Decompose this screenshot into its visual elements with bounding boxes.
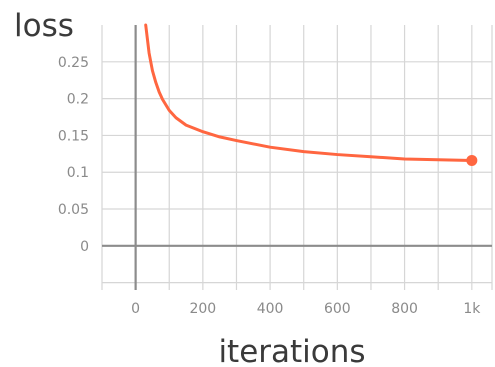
y-tick-label: 0.15 [58, 128, 89, 144]
x-tick-label: 200 [189, 301, 216, 317]
tick-labels: 0 0.05 0.1 0.15 0.2 0.25 0 200 400 600 800 1k [58, 55, 481, 317]
x-axis-title: iterations [218, 334, 365, 367]
x-tick-label: 1k [463, 301, 481, 317]
x-tick-label: 0 [131, 301, 140, 317]
y-tick-label: 0.05 [58, 202, 89, 218]
y-tick-label: 0 [80, 239, 89, 255]
series-layer [144, 23, 478, 166]
x-tick-label: 800 [391, 301, 418, 317]
y-tick-label: 0.1 [67, 165, 89, 181]
y-axis-title: loss [14, 8, 74, 44]
x-tick-label: 600 [324, 301, 351, 317]
axes [102, 25, 492, 290]
y-tick-label: 0.2 [67, 92, 89, 108]
grid [101, 25, 493, 290]
y-tick-label: 0.25 [58, 55, 89, 71]
loss-series-line [144, 23, 474, 162]
x-tick-label: 400 [257, 301, 284, 317]
loss-end-point [466, 154, 478, 166]
